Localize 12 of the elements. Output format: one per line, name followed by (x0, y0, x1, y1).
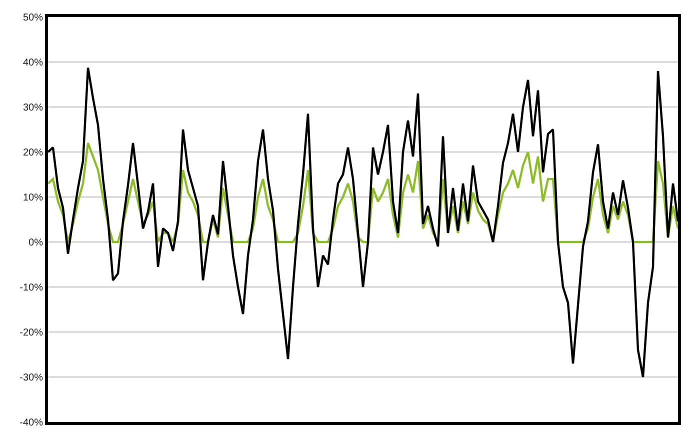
y-tick-label: -40% (20, 418, 44, 428)
y-tick-label: 40% (22, 58, 44, 68)
line-series (48, 142, 678, 244)
line-series (48, 66, 678, 378)
y-tick-label: 20% (22, 148, 44, 158)
y-tick-label: 10% (22, 192, 44, 204)
y-tick-label: 30% (22, 102, 44, 114)
y-tick-label: 0% (28, 238, 44, 248)
y-tick-label: -10% (20, 282, 44, 294)
y-tick-label: 50% (22, 12, 44, 24)
y-tick-label: -30% (20, 372, 44, 384)
y-tick-label: -20% (20, 328, 44, 338)
